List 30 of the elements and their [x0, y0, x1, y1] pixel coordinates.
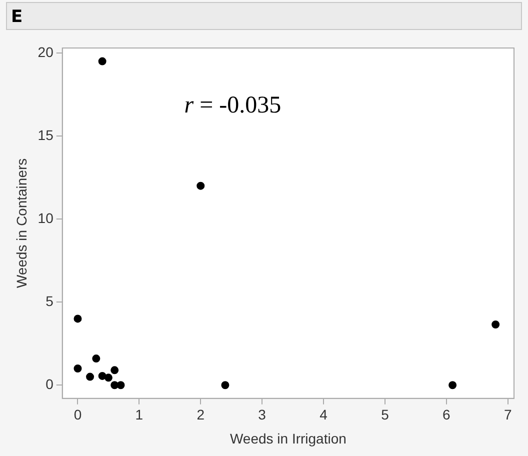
y-tick-label: 15: [38, 126, 54, 143]
y-tick-label: 5: [46, 292, 54, 309]
point: [98, 57, 106, 66]
y-axis-title: Weeds in Containers: [13, 158, 30, 288]
x-tick-label: 6: [442, 406, 451, 423]
point: [116, 381, 125, 390]
point: [492, 320, 500, 328]
point: [104, 374, 112, 382]
point: [448, 381, 457, 390]
point: [196, 182, 205, 190]
x-tick-label: 4: [320, 406, 328, 423]
y-tick-label: 10: [38, 210, 54, 226]
point: [74, 364, 82, 373]
x-tick-label: 0: [74, 406, 82, 423]
x-tick-label: 7: [504, 406, 512, 423]
x-tick-label: 5: [381, 406, 390, 423]
x-axis-title: Weeds in Irrigation: [230, 430, 346, 446]
x-tick-label: 2: [196, 406, 205, 423]
point: [110, 366, 119, 374]
y-tick-label: 20: [38, 44, 54, 60]
annotation: r = -0.035: [184, 92, 282, 118]
point: [86, 372, 94, 381]
x-tick-label: 3: [258, 406, 266, 423]
x-tick-label: 1: [135, 406, 144, 423]
y-tick-label: 0: [46, 376, 54, 392]
point: [74, 314, 82, 323]
point: [98, 372, 106, 380]
chart-title: E: [6, 2, 522, 30]
point: [92, 354, 100, 363]
point: [221, 381, 230, 390]
